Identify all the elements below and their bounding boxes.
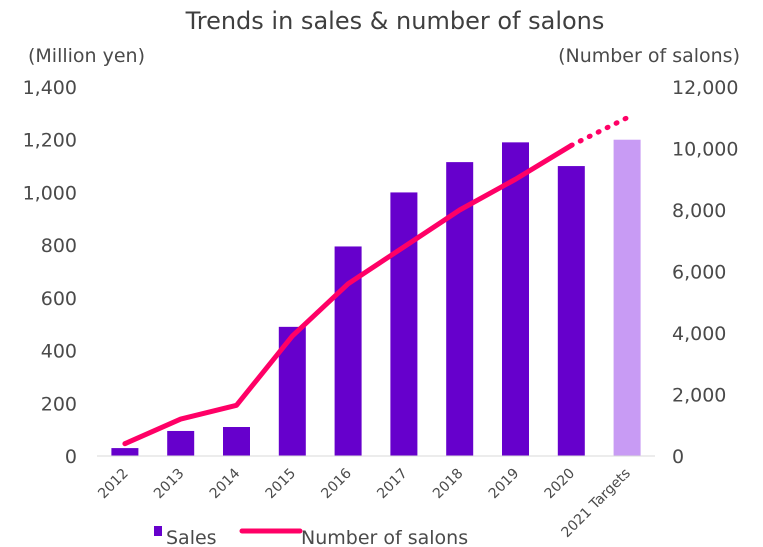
right-tick-label: 0 (672, 446, 684, 468)
x-tick-label: 2014 (207, 465, 244, 502)
sales-bar (111, 448, 139, 456)
x-tick-label: 2013 (151, 466, 188, 503)
legend-salons-label: Number of salons (301, 527, 468, 547)
right-tick-label: 2,000 (672, 385, 726, 407)
sales-bar (502, 142, 529, 456)
salons-line-projected (568, 115, 630, 148)
legend-sales-label: Sales (166, 527, 217, 547)
sales-bars (111, 139, 641, 457)
left-axis-label: (Million yen) (28, 45, 145, 67)
left-axis-ticks: 0 200 400 600 800 1,000 1,200 1,400 (23, 77, 77, 468)
right-axis-ticks: 0 2,000 4,000 6,000 8,000 10,000 12,000 (672, 77, 738, 468)
salons-line (122, 115, 630, 447)
x-tick-label: 2017 (374, 466, 411, 503)
right-tick-label: 10,000 (672, 139, 738, 161)
x-tick-label: 2020 (542, 466, 579, 503)
sales-bar (557, 166, 585, 457)
sales-bar (167, 430, 195, 456)
x-tick-label: 2018 (430, 466, 467, 503)
right-tick-label: 4,000 (672, 323, 726, 345)
x-tick-label: 2012 (95, 466, 132, 503)
right-tick-label: 6,000 (672, 262, 726, 284)
legend: Sales Number of salons (154, 526, 468, 547)
right-axis-label: (Number of salons) (558, 45, 740, 67)
right-tick-label: 12,000 (672, 77, 738, 99)
left-tick-label: 1,400 (23, 77, 77, 99)
legend-sales-swatch (154, 526, 162, 536)
left-tick-label: 200 (41, 393, 77, 415)
left-tick-label: 800 (41, 235, 77, 257)
x-tick-label: 2019 (486, 466, 523, 503)
left-tick-label: 600 (41, 288, 77, 310)
left-tick-label: 400 (41, 341, 77, 363)
right-tick-label: 8,000 (672, 200, 726, 222)
chart-title: Trends in sales & number of salons (185, 7, 605, 35)
left-tick-label: 1,200 (23, 130, 77, 152)
sales-bar (390, 192, 418, 456)
x-tick-label: 2015 (263, 466, 300, 503)
left-tick-label: 1,000 (23, 182, 77, 204)
salons-line-actual (122, 142, 574, 447)
left-tick-label: 0 (65, 446, 77, 468)
sales-bar (223, 427, 250, 456)
x-tick-label: 2016 (318, 465, 355, 502)
sales-bar (613, 139, 641, 456)
